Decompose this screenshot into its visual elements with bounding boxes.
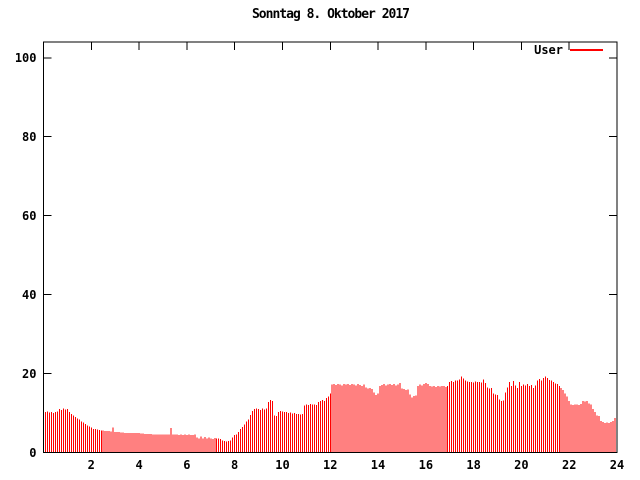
y-tick-label: 40: [22, 287, 37, 302]
x-tick-label: 18: [466, 457, 481, 472]
legend-label: User: [534, 43, 563, 57]
x-tick-label: 10: [275, 457, 290, 472]
x-tick-label: 16: [418, 457, 434, 472]
chart-title: Sonntag 8. Oktober 2017: [251, 7, 410, 22]
x-tick-label: 20: [514, 457, 529, 472]
y-tick-label: 20: [22, 366, 37, 381]
bars-series-user: [44, 376, 618, 453]
x-tick-label: 12: [323, 457, 338, 472]
x-tick-label: 4: [135, 457, 143, 472]
x-tick-label: 24: [609, 457, 625, 472]
y-tick-label: 0: [29, 445, 37, 460]
x-tick-label: 2: [87, 457, 95, 472]
x-tick-label: 8: [231, 457, 239, 472]
x-tick-label: 14: [370, 457, 386, 472]
x-tick-label: 6: [183, 457, 191, 472]
y-tick-label: 80: [22, 129, 37, 144]
x-tick-label: 22: [561, 457, 577, 472]
y-tick-label: 60: [22, 208, 37, 223]
plot-border: [43, 41, 618, 453]
y-tick-label: 100: [14, 50, 37, 65]
